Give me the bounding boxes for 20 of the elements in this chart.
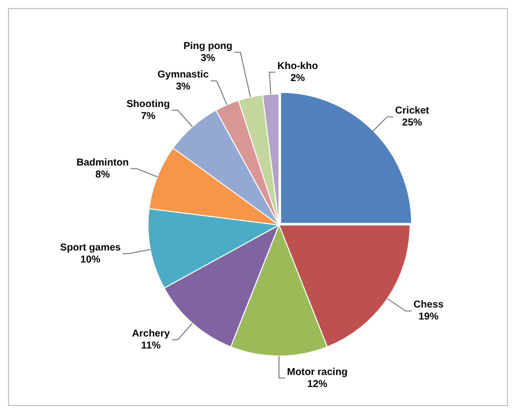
slice-label: Chess	[414, 300, 444, 311]
data-label: 19%	[418, 312, 439, 323]
slice-label: Badminton	[76, 157, 129, 168]
slice-label: Motor racing	[286, 366, 348, 378]
slice-label: Cricket	[395, 106, 430, 117]
data-label: 25%	[402, 118, 422, 129]
data-label: 2%	[290, 73, 305, 84]
slice-label: Sport games	[60, 242, 122, 254]
data-label: 12%	[307, 378, 328, 390]
data-label: 11%	[141, 340, 161, 352]
data-label: 3%	[200, 53, 216, 64]
slice-label: Archery	[132, 328, 170, 340]
data-label: 8%	[95, 169, 110, 180]
data-label: 10%	[80, 254, 101, 266]
slice-label: Gymnastic	[158, 70, 210, 81]
slice-label: Shooting	[126, 98, 170, 110]
data-label: 7%	[140, 110, 156, 122]
slice-label: Kho-kho	[277, 61, 318, 72]
slice-label: Ping pong	[184, 41, 232, 52]
data-label: 3%	[176, 82, 190, 93]
